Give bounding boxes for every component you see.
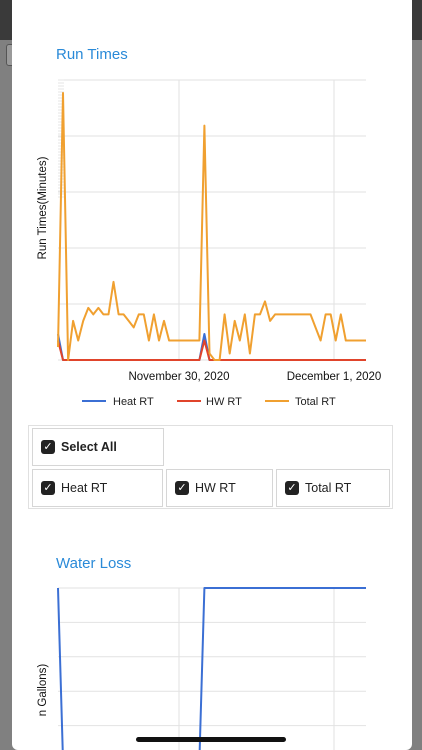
heat-rt-checkbox[interactable]: ✓ Heat RT [32, 469, 163, 507]
run-times-series-line-1 [57, 339, 366, 361]
legend-total-rt-label: Total RT [295, 396, 336, 408]
checkbox-check-icon: ✓ [41, 481, 55, 495]
run-times-y-axis-label: Run Times(Minutes) [37, 156, 49, 259]
checkbox-check-icon: ✓ [285, 481, 299, 495]
modal-sheet[interactable]: Run Times Run Times(Minutes) November 30… [12, 0, 412, 750]
water-loss-title: Water Loss [56, 555, 132, 572]
select-all-label: Select All [61, 440, 117, 454]
checkbox-check-icon: ✓ [175, 481, 189, 495]
legend-hw-rt-label: HW RT [206, 396, 242, 408]
run-times-lines [57, 92, 366, 361]
legend-heat-rt-label: Heat RT [113, 396, 154, 408]
run-times-title: Run Times [56, 46, 128, 63]
legend-total-rt[interactable]: Total RT [265, 396, 336, 408]
total-rt-checkbox[interactable]: ✓ Total RT [276, 469, 390, 507]
run-times-chart[interactable]: Run Times(Minutes) November 30, 2020 Dec… [12, 0, 412, 420]
water-loss-lines [57, 587, 366, 750]
home-indicator [136, 737, 286, 742]
legend-hw-rt[interactable]: HW RT [177, 396, 242, 408]
series-filter-panel [28, 425, 393, 509]
select-all-checkbox[interactable]: ✓ Select All [32, 428, 164, 466]
run-times-grid [58, 79, 366, 361]
water-loss-grid [58, 587, 366, 750]
x-tick-label-nov30: November 30, 2020 [128, 371, 229, 383]
legend-heat-rt[interactable]: Heat RT [82, 396, 154, 408]
checkbox-check-icon: ✓ [41, 440, 55, 454]
water-loss-y-axis-label: n Gallons) [37, 664, 49, 717]
total-rt-checkbox-label: Total RT [305, 481, 352, 495]
run-times-series-line-2 [57, 92, 366, 361]
hw-rt-checkbox-label: HW RT [195, 481, 236, 495]
heat-rt-checkbox-label: Heat RT [61, 481, 108, 495]
hw-rt-checkbox[interactable]: ✓ HW RT [166, 469, 273, 507]
water-loss-series-line-0 [57, 587, 366, 750]
x-tick-label-dec1: December 1, 2020 [287, 371, 382, 383]
